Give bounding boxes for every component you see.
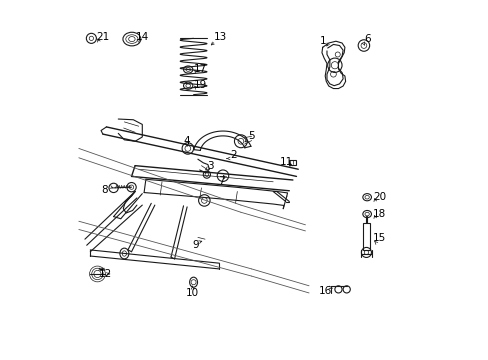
Text: 14: 14 bbox=[135, 32, 149, 42]
Bar bbox=[288, 160, 295, 165]
Text: 3: 3 bbox=[207, 161, 213, 171]
Text: 7: 7 bbox=[218, 176, 224, 186]
Text: 17: 17 bbox=[194, 64, 207, 74]
Text: 8: 8 bbox=[101, 185, 108, 195]
Text: 6: 6 bbox=[364, 34, 370, 44]
Text: 11: 11 bbox=[280, 157, 293, 167]
Text: 18: 18 bbox=[372, 209, 385, 219]
Text: 9: 9 bbox=[192, 240, 199, 250]
Text: 12: 12 bbox=[99, 269, 112, 279]
Text: 19: 19 bbox=[194, 80, 207, 90]
Bar bbox=[362, 223, 369, 250]
Text: 2: 2 bbox=[230, 150, 237, 160]
Text: 10: 10 bbox=[185, 288, 199, 298]
Text: 15: 15 bbox=[372, 233, 385, 243]
Text: 13: 13 bbox=[213, 32, 226, 42]
Text: 1: 1 bbox=[320, 36, 326, 46]
Text: 16: 16 bbox=[318, 286, 331, 296]
Text: 21: 21 bbox=[96, 32, 109, 42]
Text: 4: 4 bbox=[183, 136, 190, 146]
Text: 5: 5 bbox=[248, 131, 254, 141]
Text: 20: 20 bbox=[372, 192, 385, 202]
